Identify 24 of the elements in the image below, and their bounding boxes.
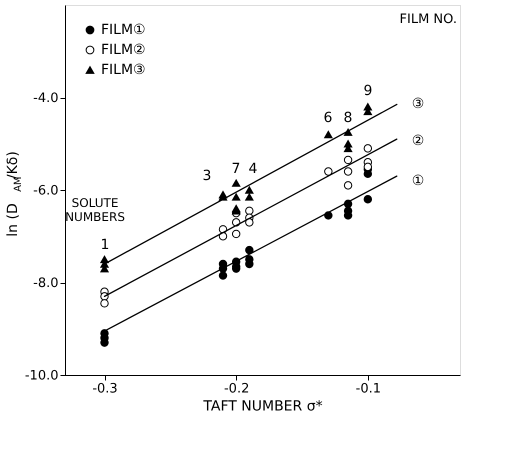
x-axis-title: TAFT NUMBER σ* [202, 398, 323, 414]
annotation: 9 [364, 83, 372, 99]
annotation: 3 [202, 168, 212, 184]
x-tick-label: -0.1 [356, 382, 382, 396]
annotation: 8 [344, 110, 352, 126]
x-tick-label: -0.3 [92, 382, 118, 396]
legend-label: FILM① [101, 22, 146, 38]
annotation: FILM NO. [400, 12, 457, 27]
y-axis-title: ln (DAM/Kδ) [5, 151, 24, 237]
annotation: ③ [412, 96, 424, 112]
annotation: 1 [100, 237, 110, 253]
annotation: 4 [248, 161, 258, 177]
annotation: ② [412, 133, 424, 149]
annotation: 7 [232, 161, 240, 177]
legend-label: FILM③ [101, 62, 146, 78]
legend-label: FILM② [101, 42, 146, 58]
y-tick-label: -10.0 [24, 368, 58, 384]
y-tick-label: -6.0 [33, 184, 58, 198]
y-tick-label: -8.0 [33, 276, 58, 291]
annotation: SOLUTE NUMBERS [65, 196, 125, 224]
y-tick-label: -4.0 [33, 91, 58, 106]
x-tick-label: -0.2 [224, 382, 250, 396]
annotation: 6 [324, 110, 333, 126]
annotation: ① [412, 173, 424, 189]
